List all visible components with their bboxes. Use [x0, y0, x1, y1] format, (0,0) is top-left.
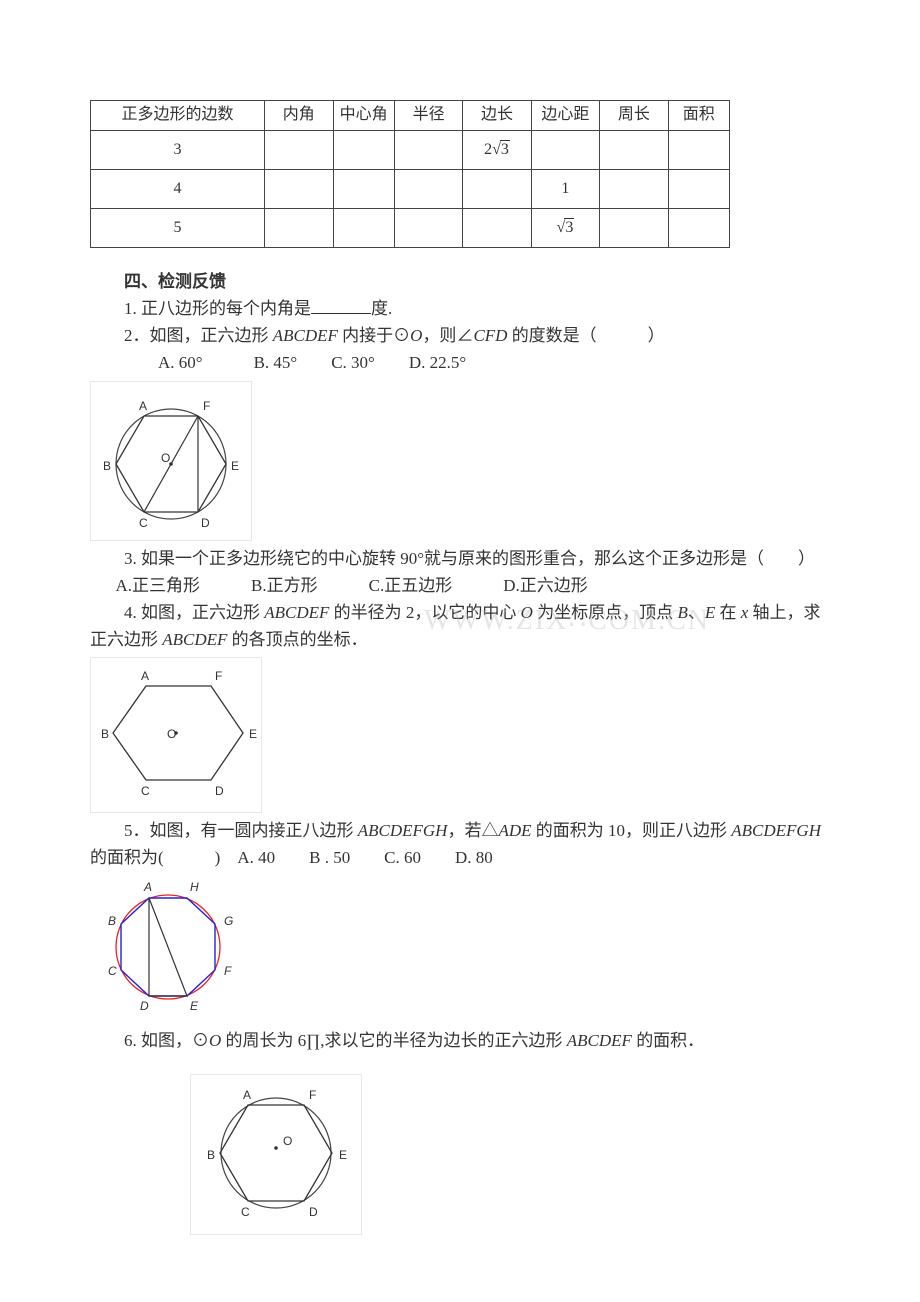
- question-6: 6. 如图，⊙O 的周长为 6∏,求以它的半径为边长的正六边形 ABCDEF 的…: [90, 1027, 830, 1054]
- question-2: 2．如图，正六边形 ABCDEF 内接于⊙O，则∠CFD 的度数是（ ）: [90, 322, 830, 349]
- svg-text:A: A: [243, 1088, 251, 1102]
- svg-text:C: C: [141, 784, 150, 798]
- svg-text:O: O: [167, 727, 176, 741]
- q2-options: A. 60° B. 45° C. 30° D. 22.5°: [90, 349, 830, 376]
- svg-text:B: B: [207, 1148, 215, 1162]
- question-3: 3. 如果一个正多边形绕它的中心旋转 90°就与原来的图形重合，那么这个正多边形…: [90, 545, 830, 572]
- svg-text:H: H: [190, 880, 199, 894]
- th-interior: 内角: [265, 101, 333, 131]
- svg-text:D: D: [140, 999, 149, 1013]
- q3-options: A.正三角形 B.正方形 C.正五边形 D.正六边形: [90, 572, 830, 599]
- question-5: 5．如图，有一圆内接正八边形 ABCDEFGH，若△ADE 的面积为 10，则正…: [90, 817, 830, 871]
- svg-text:A: A: [141, 669, 149, 683]
- svg-text:C: C: [139, 516, 148, 530]
- table-row: 32√3: [91, 130, 730, 169]
- question-4: 4. 如图，正六边形 ABCDEF 的半径为 2，以它的中心 O 为坐标原点，顶…: [90, 599, 830, 653]
- svg-text:A: A: [143, 880, 152, 894]
- table-row: 5√3: [91, 208, 730, 247]
- svg-text:E: E: [231, 459, 239, 473]
- svg-text:F: F: [203, 399, 210, 413]
- th-sides: 正多边形的边数: [91, 101, 265, 131]
- th-side: 边长: [463, 101, 531, 131]
- table-row: 41: [91, 169, 730, 208]
- q1-blank: [311, 296, 371, 314]
- figure-q6: A F E D C B O: [190, 1074, 362, 1234]
- svg-text:B: B: [108, 914, 116, 928]
- svg-text:O: O: [161, 451, 170, 465]
- figure-q2: A F E D C B O: [90, 381, 252, 541]
- svg-text:C: C: [108, 964, 117, 978]
- figure-q5: A H G F E D C B: [90, 875, 250, 1023]
- th-area: 面积: [668, 101, 729, 131]
- svg-text:O: O: [283, 1134, 292, 1148]
- figure-q4: A F E D C B O: [90, 657, 262, 812]
- svg-text:D: D: [201, 516, 210, 530]
- th-apothem: 边心距: [531, 101, 599, 131]
- svg-text:A: A: [139, 399, 147, 413]
- svg-text:B: B: [103, 459, 111, 473]
- svg-text:E: E: [339, 1148, 347, 1162]
- section-title: 四、检测反馈: [90, 268, 830, 295]
- svg-text:D: D: [215, 784, 224, 798]
- svg-text:F: F: [224, 964, 232, 978]
- polygon-table: 正多边形的边数 内角 中心角 半径 边长 边心距 周长 面积 32√3415√3: [90, 100, 730, 248]
- th-central: 中心角: [333, 101, 394, 131]
- svg-text:E: E: [249, 727, 257, 741]
- svg-text:F: F: [309, 1088, 316, 1102]
- th-perimeter: 周长: [600, 101, 668, 131]
- svg-text:G: G: [224, 914, 233, 928]
- svg-text:C: C: [241, 1205, 250, 1219]
- svg-text:D: D: [309, 1205, 318, 1219]
- svg-text:B: B: [101, 727, 109, 741]
- svg-text:E: E: [190, 999, 199, 1013]
- question-1: 1. 正八边形的每个内角是 度.: [90, 295, 830, 322]
- q1-pre: 1. 正八边形的每个内角是: [124, 299, 311, 318]
- q1-post: 度.: [371, 299, 392, 318]
- svg-text:F: F: [215, 669, 222, 683]
- table-header-row: 正多边形的边数 内角 中心角 半径 边长 边心距 周长 面积: [91, 101, 730, 131]
- th-radius: 半径: [394, 101, 462, 131]
